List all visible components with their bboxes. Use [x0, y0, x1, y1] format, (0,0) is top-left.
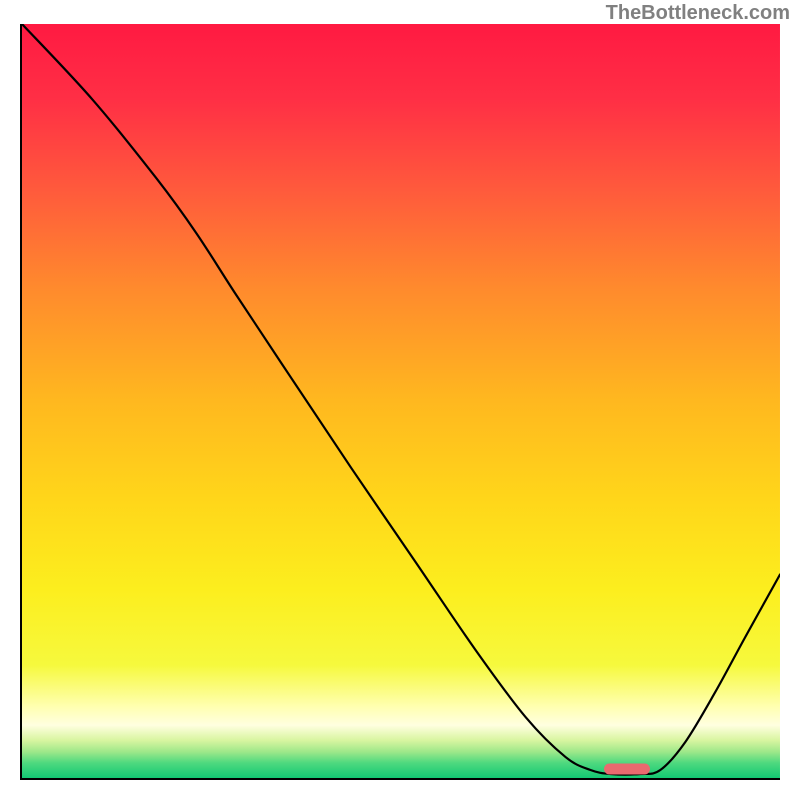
bottleneck-curve	[22, 24, 780, 778]
chart-container: TheBottleneck.com	[0, 0, 800, 800]
watermark-text: TheBottleneck.com	[606, 2, 790, 25]
plot-area	[20, 24, 780, 780]
optimal-marker	[604, 764, 650, 775]
